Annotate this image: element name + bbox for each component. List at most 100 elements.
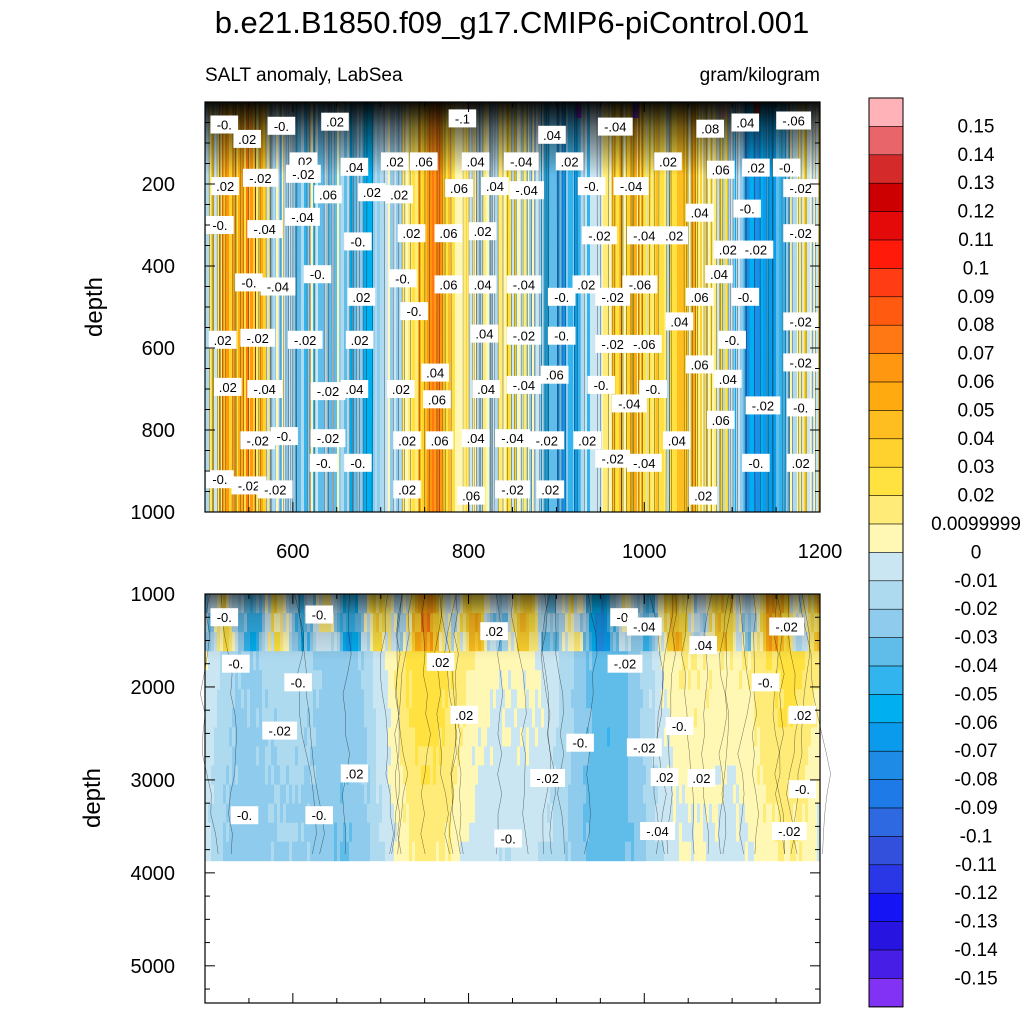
lower-contour-label: -.04 <box>627 618 662 636</box>
colorbar-swatch <box>869 126 903 155</box>
svg-text:.04: .04 <box>694 638 712 653</box>
colorbar-swatch <box>869 780 903 809</box>
upper-contour-label: -.02 <box>595 288 630 306</box>
colorbar-level-label: 0 <box>971 542 982 563</box>
svg-text:-0.: -0. <box>740 202 755 217</box>
svg-text:.02: .02 <box>392 382 410 397</box>
colorbar-swatch <box>869 496 903 525</box>
upper-contour-label: .04 <box>666 312 694 330</box>
upper-contour-label: .06 <box>707 161 735 179</box>
colorbar-swatch <box>869 950 903 979</box>
svg-text:.04: .04 <box>736 116 754 131</box>
colorbar-swatch <box>869 638 903 667</box>
svg-text:-.02: -.02 <box>238 478 260 493</box>
colorbar-level-label: -0.13 <box>954 912 997 933</box>
svg-text:.06: .06 <box>428 392 446 407</box>
svg-text:-.04: -.04 <box>510 154 532 169</box>
upper-contour-label: -.04 <box>247 220 282 238</box>
upper-contour-label: -.04 <box>495 429 530 447</box>
svg-text:-.02: -.02 <box>778 824 800 839</box>
colorbar-level-label: -0.11 <box>955 855 997 876</box>
svg-text:-.06: -.06 <box>782 114 804 129</box>
lower-y-tick-label: 4000 <box>131 863 176 885</box>
svg-text:.04: .04 <box>668 433 686 448</box>
upper-contour-label: .02 <box>358 183 386 201</box>
svg-text:.04: .04 <box>467 431 485 446</box>
upper-contour-label: .02 <box>348 288 376 306</box>
svg-text:-.02: -.02 <box>249 171 271 186</box>
svg-text:-0.: -0. <box>758 675 773 690</box>
svg-text:-0.: -0. <box>217 610 232 625</box>
svg-text:-.04: -.04 <box>633 228 655 243</box>
upper-contour-label: -0. <box>787 398 815 416</box>
upper-contour-label: -0. <box>389 269 417 287</box>
upper-contour-label: .04 <box>462 429 490 447</box>
svg-text:-0.: -0. <box>738 290 753 305</box>
lower-contour-label: .02 <box>688 769 716 787</box>
upper-contour-label: .06 <box>445 179 473 197</box>
upper-contour-label: -.02 <box>783 353 818 371</box>
svg-text:.02: .02 <box>214 333 232 348</box>
colorbar-level-label: -0.15 <box>954 968 997 989</box>
svg-text:-.06: -.06 <box>629 277 651 292</box>
svg-text:-.04: -.04 <box>604 120 626 135</box>
upper-contour-label: .02 <box>469 222 497 240</box>
upper-contour-label: .02 <box>689 487 717 505</box>
upper-contour-label: -.04 <box>261 278 296 296</box>
svg-text:.02: .02 <box>326 115 344 130</box>
upper-y-tick-label: 1000 <box>131 502 176 524</box>
lower-y-tick-label: 3000 <box>131 770 176 792</box>
svg-text:-0.: -0. <box>291 675 306 690</box>
upper-contour-label: -0. <box>344 454 372 472</box>
colorbar-swatch <box>869 978 903 1007</box>
svg-text:.02: .02 <box>792 456 810 471</box>
svg-text:.02: .02 <box>719 243 737 258</box>
colorbar-level-label: -0.1 <box>960 826 993 847</box>
svg-text:.02: .02 <box>398 433 416 448</box>
lower-contour-label: -0. <box>494 830 522 848</box>
colorbar-swatch <box>869 524 903 553</box>
svg-text:-0.: -0. <box>212 472 227 487</box>
svg-text:-0.: -0. <box>277 429 292 444</box>
svg-text:.06: .06 <box>319 187 337 202</box>
svg-text:.02: .02 <box>455 708 473 723</box>
svg-text:-.02: -.02 <box>268 724 290 739</box>
svg-text:.02: .02 <box>398 482 416 497</box>
upper-contour-label: -0. <box>310 454 338 472</box>
lower-contour-label: .02 <box>651 768 679 786</box>
colorbar-level-label: 0.08 <box>958 315 995 336</box>
upper-contour-label: -.04 <box>507 376 542 394</box>
svg-text:-.02: -.02 <box>789 226 811 241</box>
colorbar-level-label: -0.04 <box>954 656 998 677</box>
upper-contour-label: .02 <box>233 130 261 148</box>
upper-contour-label: -.02 <box>286 165 321 183</box>
colorbar: 0.15 0.14 0.13 0.12 0.11 0.1 0.09 0.08 0.07 0.06 0… <box>869 98 1021 1007</box>
colorbar-swatch <box>869 609 903 638</box>
upper-contour-label: -0. <box>304 265 332 283</box>
svg-text:.06: .06 <box>462 489 480 504</box>
svg-text:-.02: -.02 <box>745 243 767 258</box>
svg-text:.06: .06 <box>439 226 457 241</box>
upper-contour-label: .02 <box>398 224 426 242</box>
upper-contour-label: -0. <box>548 288 576 306</box>
svg-text:-.02: -.02 <box>775 620 797 635</box>
colorbar-swatch <box>869 183 903 212</box>
upper-contour-label: .04 <box>714 370 742 388</box>
lower-contour-label: .02 <box>789 706 817 724</box>
colorbar-swatch <box>869 439 903 468</box>
colorbar-swatch <box>869 893 903 922</box>
upper-contour-label: -0. <box>718 331 746 349</box>
upper-contour-label: -.02 <box>240 329 275 347</box>
svg-text:-0.: -0. <box>217 118 232 133</box>
svg-text:.02: .02 <box>219 380 237 395</box>
upper-contour-label: -.04 <box>627 454 662 472</box>
svg-text:-.02: -.02 <box>317 431 339 446</box>
svg-text:-0.: -0. <box>646 382 661 397</box>
lower-panel: -0. -0. -0. .02 .02 -0. -.04 -.02 .04 -.02 -0. -0..… <box>79 584 831 1003</box>
upper-contour-label: .04 <box>538 126 566 144</box>
upper-contour-label: -0. <box>206 470 234 488</box>
colorbar-level-label: -0.06 <box>954 713 997 734</box>
upper-contour-label: .08 <box>696 120 724 138</box>
upper-contour-label: -0. <box>344 232 372 250</box>
svg-text:-.02: -.02 <box>789 181 811 196</box>
